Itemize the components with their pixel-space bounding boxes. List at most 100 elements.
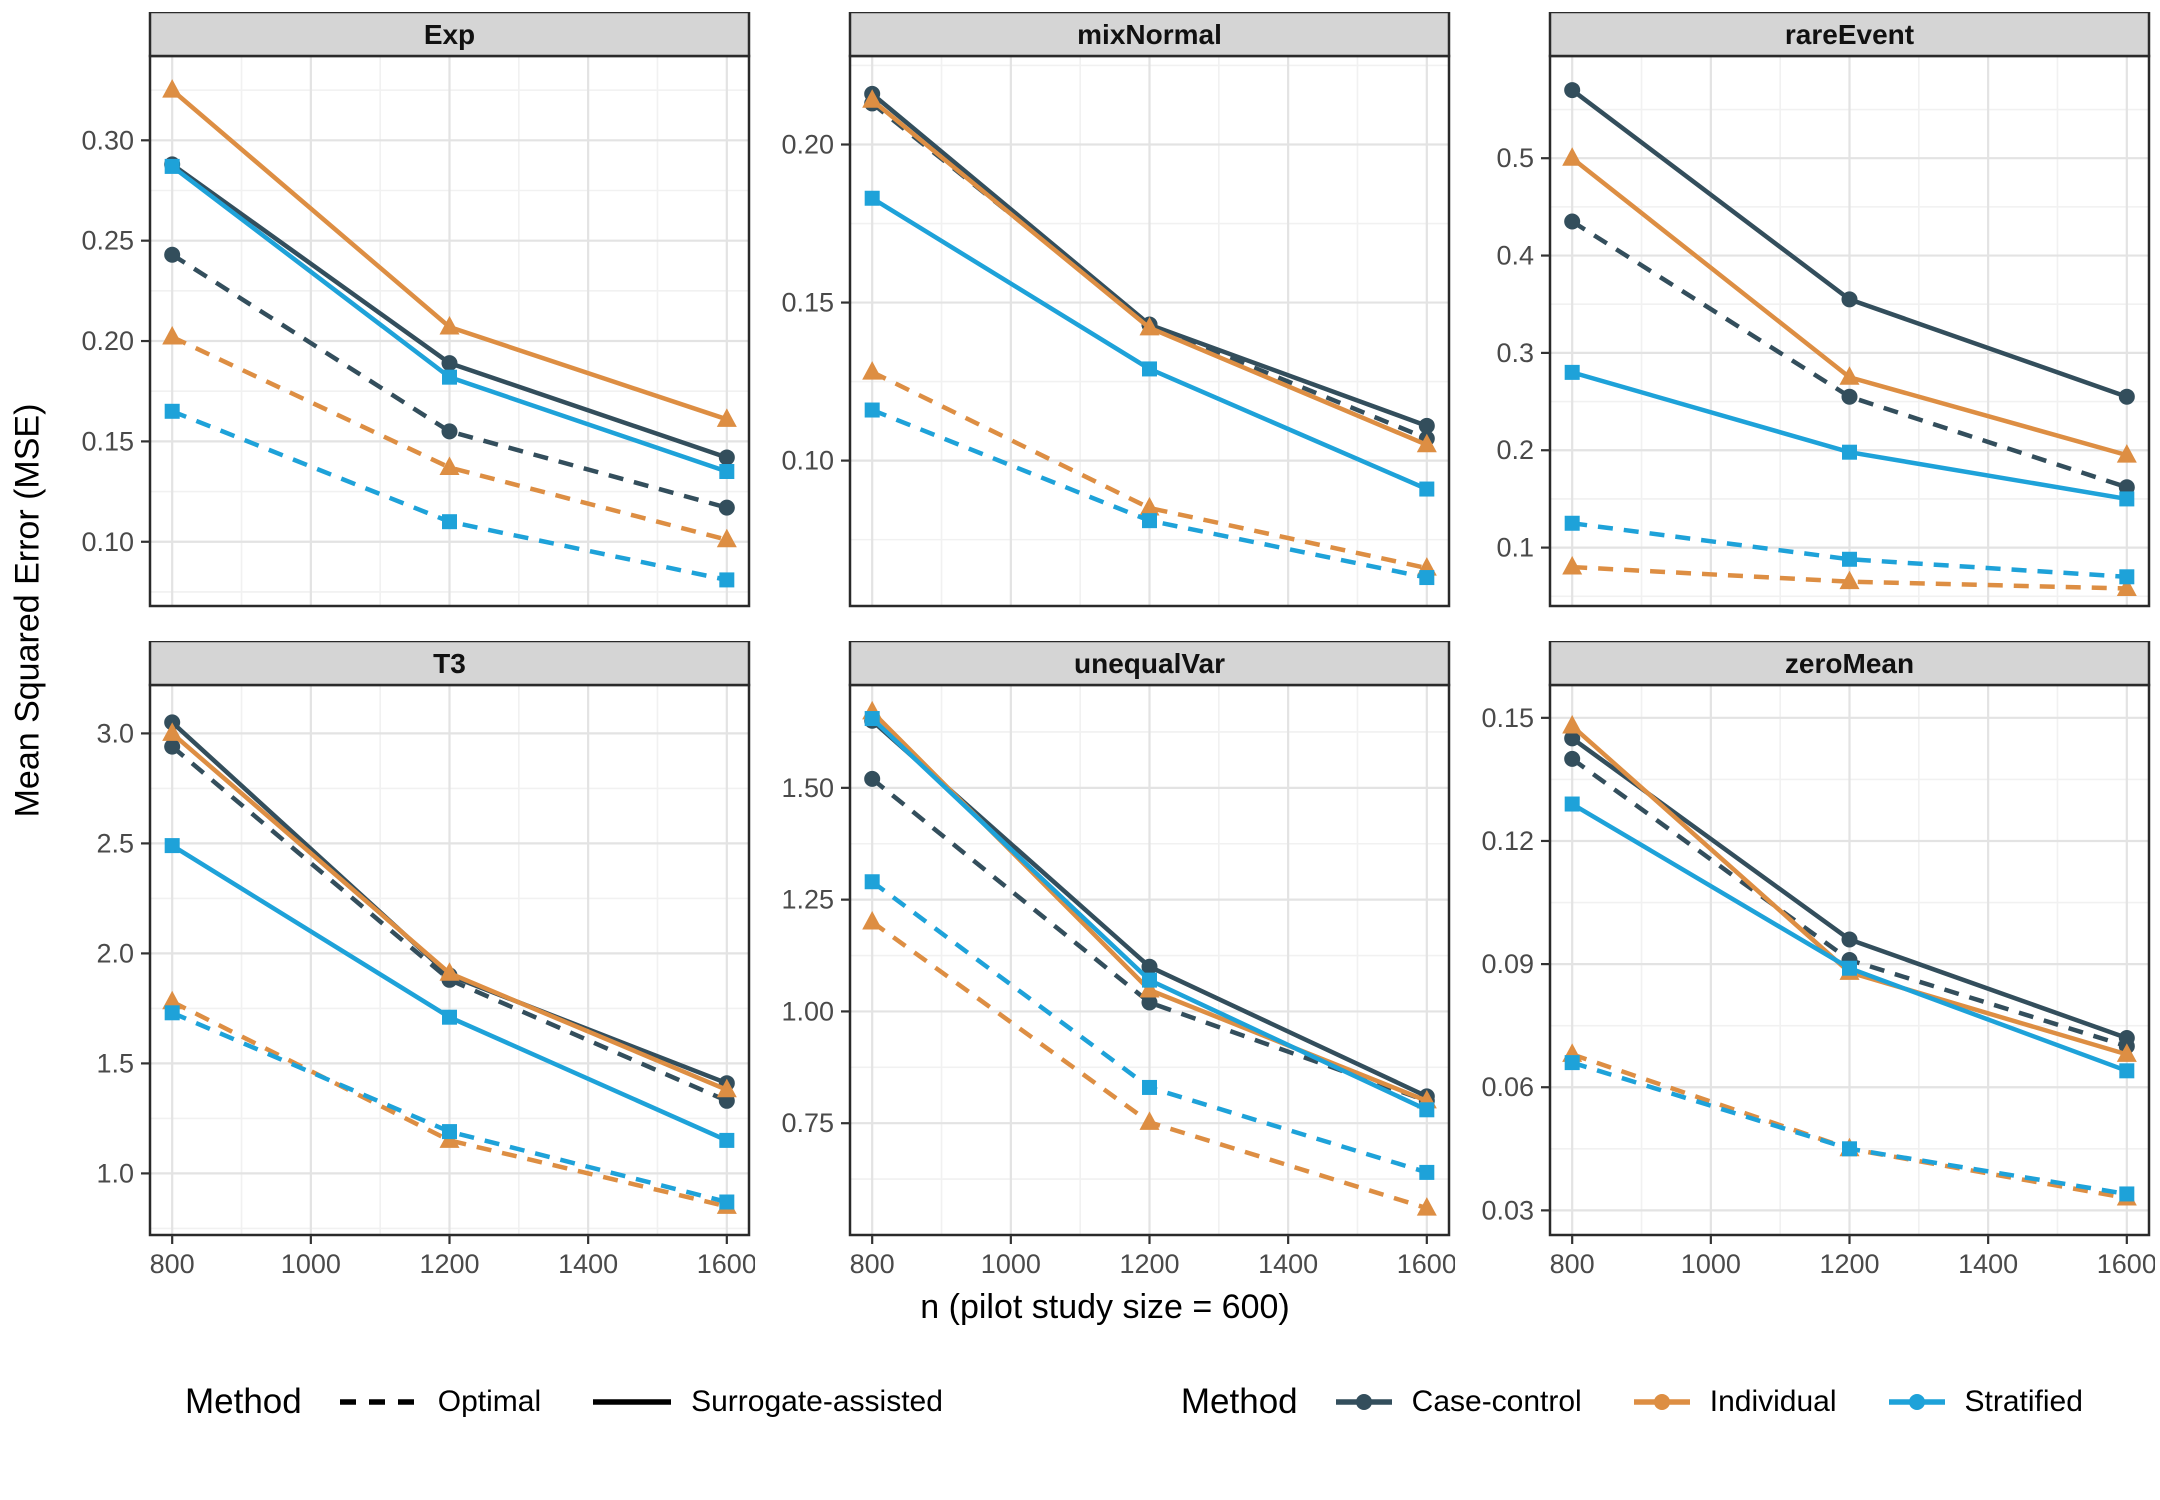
svg-text:0.20: 0.20 [81, 326, 134, 356]
x-tick-labels: 800 1000 1200 1400 1600 [1550, 1235, 2157, 1279]
facet-strip: T3 [148, 639, 751, 687]
facet-strip: mixNormal [848, 10, 1451, 58]
legend-item-label: Case-control [1411, 1385, 1582, 1418]
svg-text:1200: 1200 [1119, 1249, 1179, 1279]
svg-text:1000: 1000 [281, 1249, 341, 1279]
legend-item-label: Stratified [1964, 1385, 2083, 1418]
svg-text:1200: 1200 [419, 1249, 479, 1279]
svg-text:0.12: 0.12 [1481, 826, 1534, 856]
facet-strip: rareEvent [1548, 10, 2151, 58]
series-stratified-solid [1564, 796, 2135, 1079]
svg-text:1000: 1000 [981, 1249, 1041, 1279]
svg-text:1000: 1000 [1681, 1249, 1741, 1279]
facet-panel-mixNormal: mixNormal 0.10 0.15 0.20 [781, 10, 1451, 608]
svg-text:0.15: 0.15 [81, 426, 134, 456]
facet-strip: Exp [148, 10, 751, 58]
linetype-legend-key-icon [593, 1399, 672, 1405]
svg-text:0.09: 0.09 [1481, 949, 1534, 979]
series-case_control-dashed [1564, 213, 2135, 496]
gridlines [150, 685, 749, 1235]
series-stratified-dashed [164, 1005, 735, 1210]
facet-cell-mixnormal: mixNormal 0.10 0.15 0.20 [755, 10, 1455, 613]
svg-text:1.0: 1.0 [96, 1158, 134, 1188]
facet-cell-zeromean: zeroMean 0.03 0.06 0.09 0.12 0.15 800 1000 1200 1… [1455, 639, 2157, 1286]
facet-title: mixNormal [1077, 19, 1222, 50]
svg-text:0.5: 0.5 [1496, 143, 1534, 173]
color-legend-item-individual: Individual [1630, 1384, 1837, 1420]
svg-text:1.00: 1.00 [781, 996, 834, 1026]
svg-text:1600: 1600 [1397, 1249, 1455, 1279]
x-tick-labels: 800 1000 1200 1400 1600 [850, 1235, 1457, 1279]
series-case_control-solid [1564, 82, 2135, 405]
svg-text:800: 800 [850, 1249, 895, 1279]
svg-text:1.5: 1.5 [96, 1048, 134, 1078]
legend-item-label: Optimal [437, 1385, 542, 1418]
facet-grid: Exp 0.10 0.15 0.20 0.25 0.30 mixNormal 0.10 0.1… [55, 10, 2157, 1286]
facet-panel-Exp: Exp 0.10 0.15 0.20 0.25 0.30 [81, 10, 751, 608]
y-axis-title: Mean Squared Error (MSE) [8, 403, 47, 818]
svg-text:0.20: 0.20 [781, 130, 834, 160]
linetype-legend-item-surrogate-assisted: Surrogate-assisted [589, 1384, 943, 1420]
y-tick-labels: 0.75 1.00 1.25 1.50 [781, 773, 850, 1138]
series-stratified-dashed [1564, 515, 2135, 585]
series-individual-dashed [1562, 556, 2137, 596]
facet-strip: unequalVar [848, 639, 1451, 687]
facet-cell-t3: T3 1.0 1.5 2.0 2.5 3.0 800 1000 1200 1400 1600 [55, 639, 757, 1286]
series-stratified-solid [1564, 364, 2135, 507]
y-tick-labels: 0.1 0.2 0.3 0.4 0.5 [1496, 143, 1550, 563]
series-individual-solid [162, 79, 737, 427]
series-stratified-dashed [1564, 1055, 2135, 1202]
svg-text:1200: 1200 [1819, 1249, 1879, 1279]
facet-strip: zeroMean [1548, 639, 2151, 687]
svg-text:800: 800 [150, 1249, 195, 1279]
series-stratified-solid [864, 711, 1435, 1118]
svg-text:1.25: 1.25 [781, 885, 834, 915]
series-case_control-dashed [164, 246, 735, 516]
svg-text:0.2: 0.2 [1496, 435, 1534, 465]
facet-title: zeroMean [1785, 648, 1914, 679]
facet-cell-exp: Exp 0.10 0.15 0.20 0.25 0.30 [55, 10, 755, 613]
svg-text:0.10: 0.10 [81, 527, 134, 557]
facet-title: T3 [433, 648, 466, 679]
color-legend-key-icon [1888, 1394, 1945, 1410]
svg-text:0.25: 0.25 [81, 226, 134, 256]
legend-item-label: Surrogate-assisted [691, 1385, 943, 1418]
series-individual-solid [1562, 147, 2137, 463]
svg-text:0.03: 0.03 [1481, 1195, 1534, 1225]
svg-text:0.15: 0.15 [781, 288, 834, 318]
color-legend-key-icon [1335, 1394, 1392, 1410]
legend-linetype: Method Optimal Surrogate-assisted [185, 1382, 991, 1422]
facet-cell-unequalvar: unequalVar 0.75 1.00 1.25 1.50 800 1000 1200 140… [755, 639, 1457, 1286]
facet-panel-unequalVar: unequalVar 0.75 1.00 1.25 1.50 800 1000 1200 140… [781, 639, 1457, 1279]
series-stratified-solid [164, 158, 735, 480]
series-individual-solid [162, 722, 737, 1098]
facet-panel-rareEvent: rareEvent 0.1 0.2 0.3 0.4 0.5 [1496, 10, 2151, 608]
linetype-legend-key-icon [339, 1399, 418, 1405]
svg-text:800: 800 [1550, 1249, 1595, 1279]
svg-text:1400: 1400 [558, 1249, 618, 1279]
svg-text:1600: 1600 [697, 1249, 755, 1279]
svg-text:3.0: 3.0 [96, 718, 134, 748]
svg-text:0.1: 0.1 [1496, 533, 1534, 563]
svg-text:2.0: 2.0 [96, 938, 134, 968]
svg-text:0.06: 0.06 [1481, 1072, 1534, 1102]
svg-text:0.4: 0.4 [1496, 241, 1534, 271]
gridlines [1550, 685, 2149, 1235]
facet-panel-T3: T3 1.0 1.5 2.0 2.5 3.0 800 1000 1200 1400 1600 [96, 639, 757, 1279]
facet-cell-rareevent: rareEvent 0.1 0.2 0.3 0.4 0.5 [1455, 10, 2155, 613]
y-tick-labels: 1.0 1.5 2.0 2.5 3.0 [96, 718, 150, 1188]
x-tick-labels: 800 1000 1200 1400 1600 [150, 1235, 757, 1279]
series-individual-dashed [862, 910, 1437, 1216]
series-individual-dashed [162, 326, 737, 548]
facet-panel-zeroMean: zeroMean 0.03 0.06 0.09 0.12 0.15 800 1000 1200 1… [1481, 639, 2157, 1279]
svg-text:2.5: 2.5 [96, 828, 134, 858]
x-axis-title: n (pilot study size = 600) [920, 1288, 1290, 1326]
svg-text:0.15: 0.15 [1481, 703, 1534, 733]
color-legend-title: Method [1180, 1382, 1298, 1421]
y-tick-labels: 0.10 0.15 0.20 0.25 0.30 [81, 125, 150, 557]
svg-text:0.10: 0.10 [781, 446, 834, 476]
svg-text:1400: 1400 [1258, 1249, 1318, 1279]
facet-title: unequalVar [1074, 648, 1225, 679]
svg-text:1600: 1600 [2097, 1249, 2155, 1279]
